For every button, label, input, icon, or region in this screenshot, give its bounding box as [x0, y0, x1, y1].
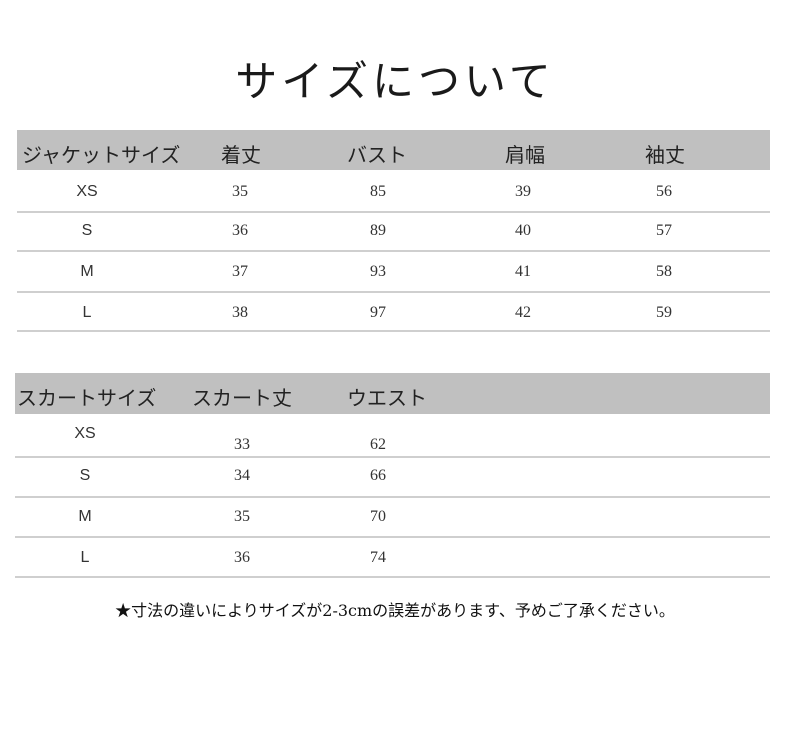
skirt-header-size: スカートサイズ — [17, 386, 157, 410]
skirt-cell-value: 34 — [234, 467, 250, 484]
jacket-cell-value: 35 — [232, 183, 248, 200]
row-divider — [17, 330, 770, 332]
row-divider — [17, 250, 770, 252]
jacket-cell-value: 39 — [515, 183, 531, 200]
jacket-cell-value: 59 — [656, 304, 672, 321]
jacket-cell-value: 41 — [515, 263, 531, 280]
skirt-size-label: L — [80, 549, 90, 566]
jacket-header-band — [17, 130, 770, 170]
skirt-size-label: S — [79, 467, 91, 484]
jacket-cell-value: 38 — [232, 304, 248, 321]
row-divider — [15, 456, 770, 458]
jacket-cell-value: 42 — [515, 304, 531, 321]
jacket-cell-value: 56 — [656, 183, 672, 200]
size-tolerance-note: ★寸法の違いによりサイズが2-3cmの誤差があります、予めご了承ください。 — [115, 601, 675, 620]
page-title: サイズについて — [235, 57, 555, 106]
skirt-cell-value: 66 — [370, 467, 386, 484]
jacket-cell-value: 97 — [370, 304, 386, 321]
jacket-header-size: ジャケットサイズ — [22, 143, 181, 167]
skirt-cell-value: 74 — [370, 549, 386, 566]
skirt-cell-value: 35 — [234, 508, 250, 525]
jacket-cell-value: 89 — [370, 222, 386, 239]
jacket-cell-value: 85 — [370, 183, 386, 200]
jacket-header-sleeve: 袖丈 — [645, 143, 685, 167]
jacket-size-label: S — [81, 222, 93, 239]
skirt-cell-value: 62 — [370, 436, 386, 453]
jacket-size-label: M — [80, 263, 94, 280]
skirt-size-label: M — [78, 508, 92, 525]
row-divider — [15, 576, 770, 578]
jacket-cell-value: 36 — [232, 222, 248, 239]
skirt-header-band — [15, 373, 770, 414]
jacket-cell-value: 40 — [515, 222, 531, 239]
row-divider — [15, 496, 770, 498]
jacket-cell-value: 57 — [656, 222, 672, 239]
skirt-size-label: XS — [74, 425, 96, 442]
skirt-cell-value: 70 — [370, 508, 386, 525]
jacket-cell-value: 37 — [232, 263, 248, 280]
jacket-size-label: XS — [76, 183, 98, 200]
row-divider — [17, 291, 770, 293]
skirt-header-length: スカート丈 — [192, 386, 292, 410]
jacket-cell-value: 58 — [656, 263, 672, 280]
jacket-header-shoulder: 肩幅 — [505, 143, 545, 167]
row-divider — [15, 536, 770, 538]
jacket-cell-value: 93 — [370, 263, 386, 280]
skirt-cell-value: 33 — [234, 436, 250, 453]
skirt-header-waist: ウエスト — [347, 386, 427, 410]
jacket-header-bust: バスト — [347, 143, 407, 167]
skirt-cell-value: 36 — [234, 549, 250, 566]
jacket-size-label: L — [82, 304, 92, 321]
jacket-header-length: 着丈 — [221, 143, 261, 167]
row-divider — [17, 211, 770, 213]
